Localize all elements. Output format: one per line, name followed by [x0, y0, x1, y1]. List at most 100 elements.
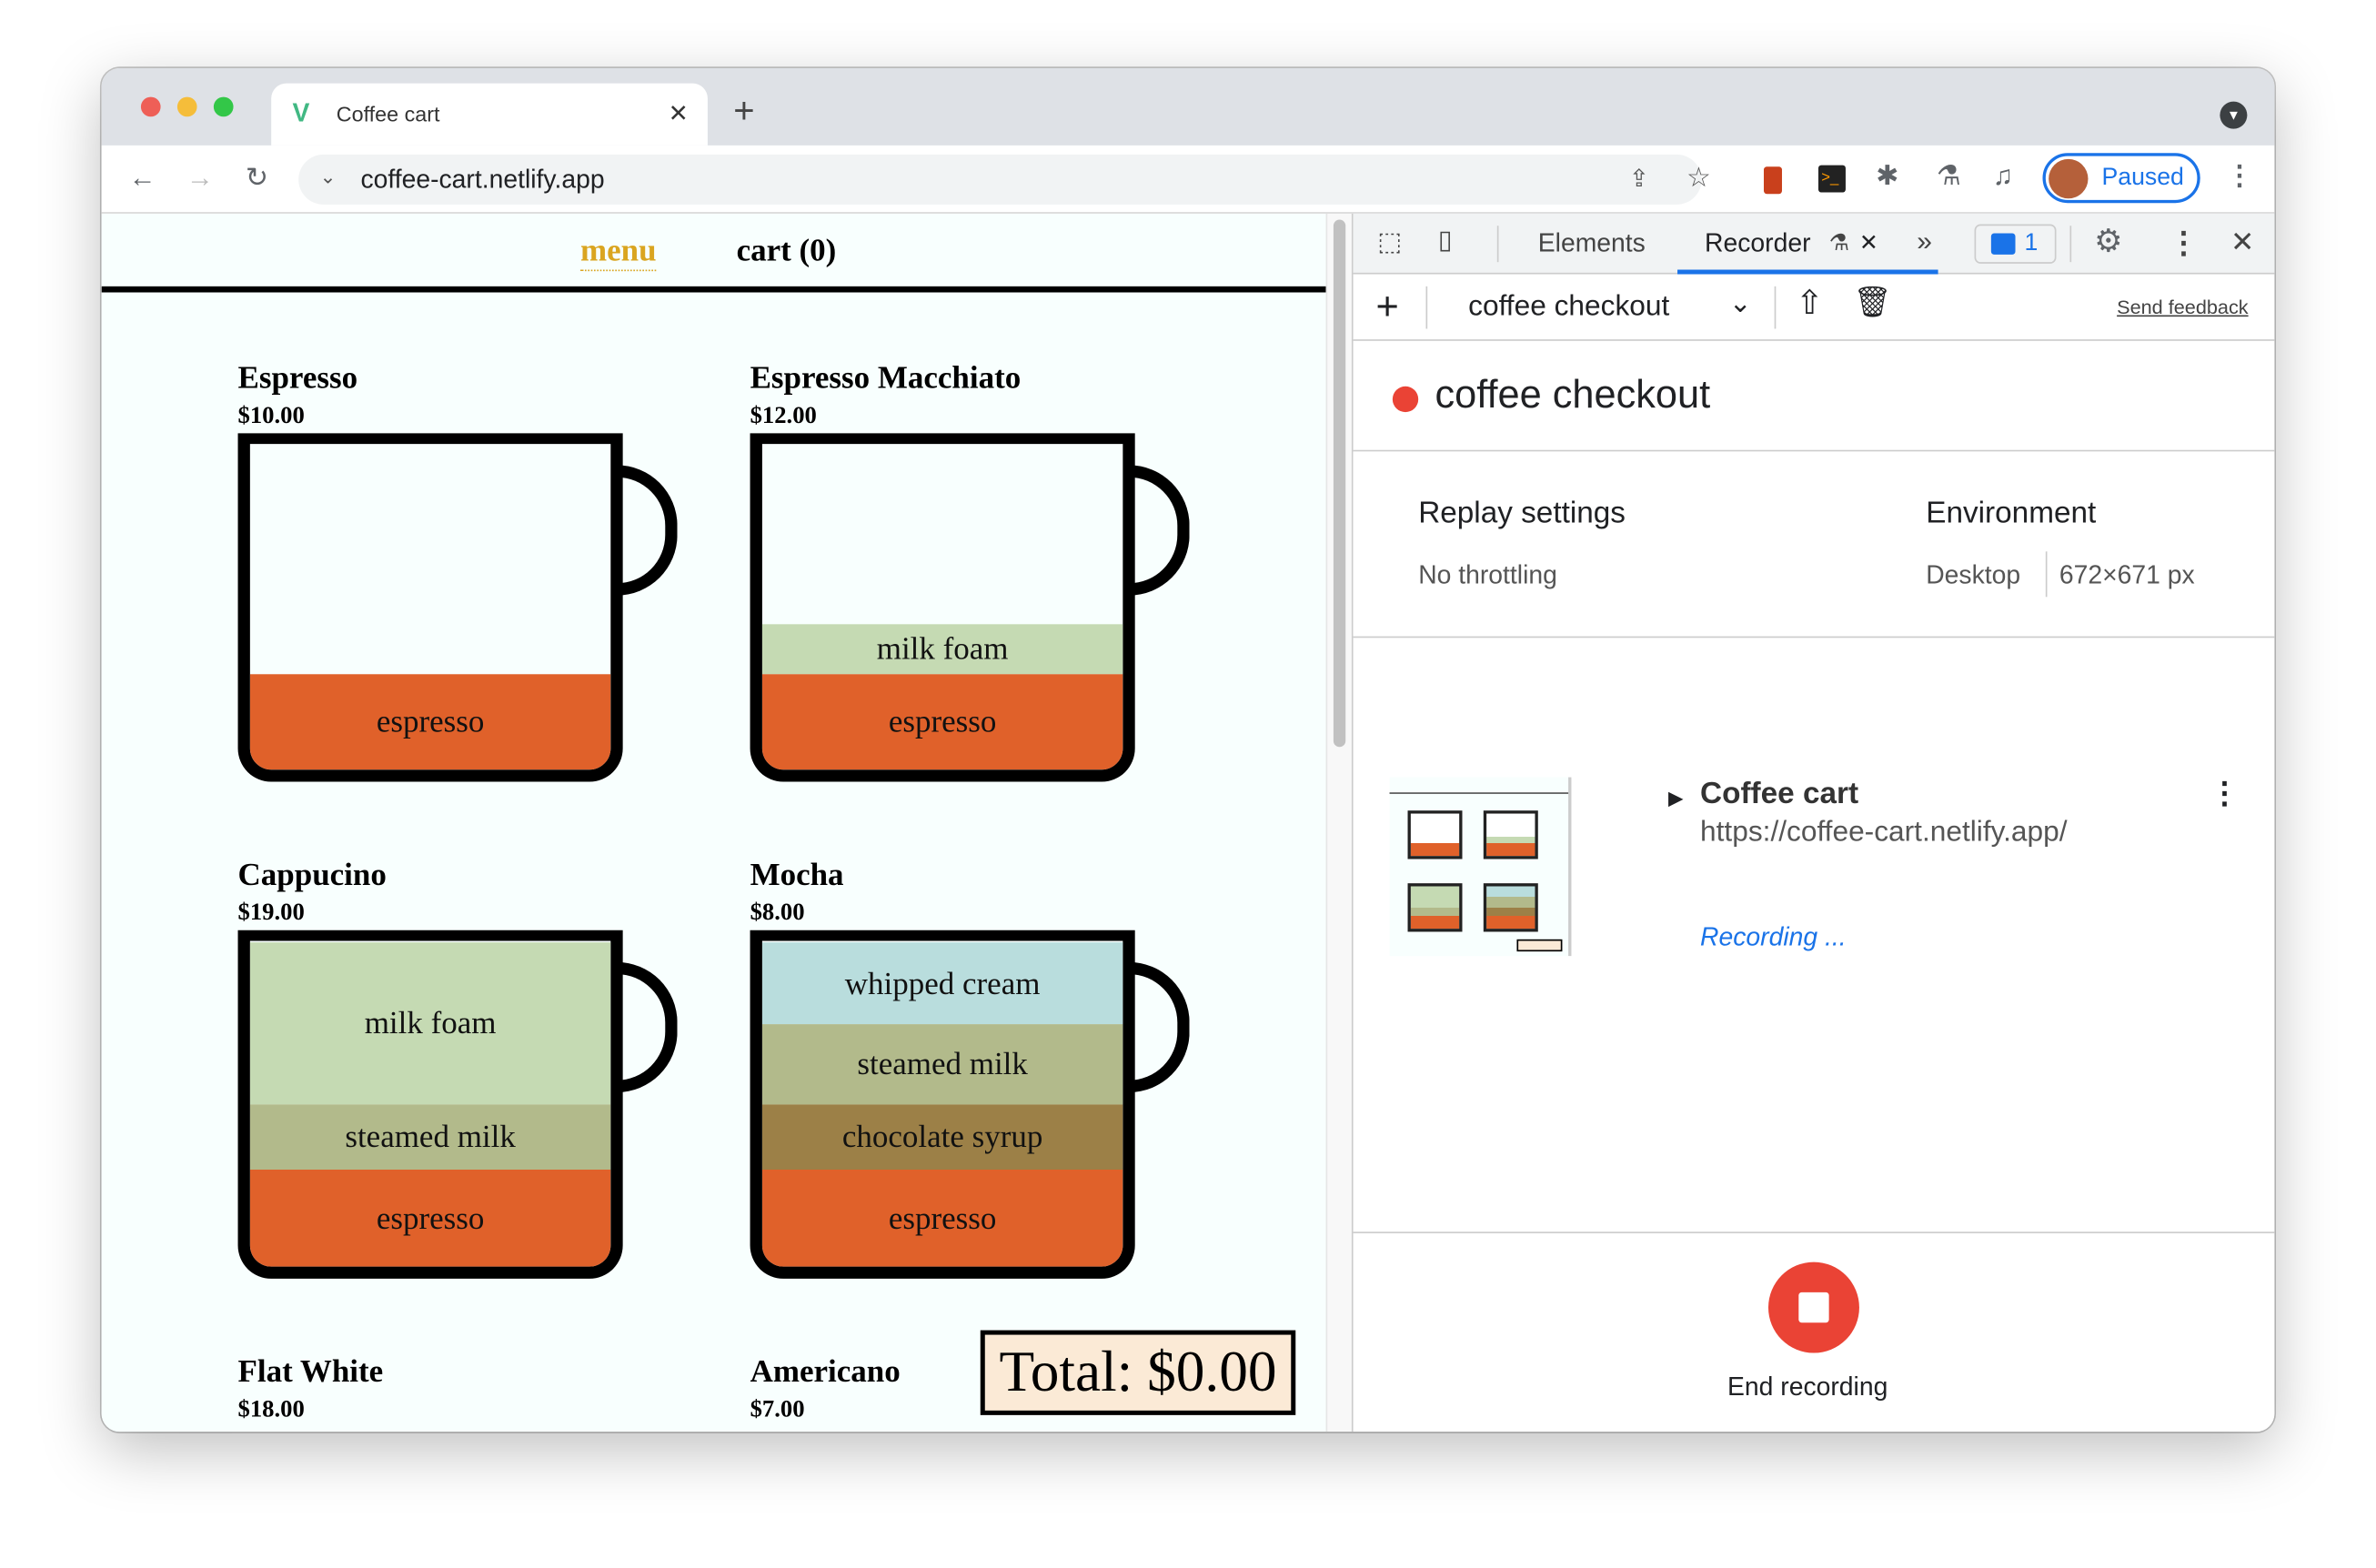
drink-cup-button[interactable]: whipped cream steamed milk chocolate syrup…: [750, 930, 1135, 1279]
tab-coffee-cart[interactable]: V Coffee cart ✕: [271, 83, 708, 146]
drink-card: Flat White $18.00: [238, 1353, 693, 1424]
settings-section: Replay settings No throttling Environmen…: [1353, 451, 2275, 638]
menu-link[interactable]: menu: [580, 232, 657, 272]
cup-handle: [1125, 465, 1190, 596]
close-tab-icon[interactable]: ✕: [668, 101, 689, 127]
browser-menu-icon[interactable]: ⋮: [2226, 160, 2254, 191]
end-recording-button[interactable]: [1767, 1261, 1859, 1353]
cart-link[interactable]: cart (0): [736, 231, 837, 268]
extension-calculator-icon[interactable]: [1763, 166, 1782, 195]
forward-icon[interactable]: →: [186, 162, 214, 193]
more-tabs-icon[interactable]: »: [1917, 226, 1932, 256]
drink-name: Mocha: [750, 856, 844, 893]
bookmark-star-icon[interactable]: ☆: [1686, 162, 1711, 193]
drink-cup-button[interactable]: milk foam steamed milk espresso: [237, 930, 623, 1279]
drink-cup-button[interactable]: milk foam espresso: [750, 433, 1135, 782]
recording-dot-icon: [1392, 386, 1419, 413]
step-title[interactable]: Coffee cart: [1700, 777, 1859, 811]
minimize-window-button[interactable]: [176, 96, 197, 117]
tab-elements[interactable]: Elements: [1537, 228, 1646, 258]
ingredient-layer: milk foam: [249, 942, 611, 1105]
issues-button[interactable]: 1: [1974, 224, 2057, 264]
drink-price: $19.00: [237, 900, 305, 926]
ingredient-layer: milk foam: [761, 624, 1123, 675]
recorder-toolbar: + coffee checkout ⌄ ⇧ 🗑 Send feedback: [1353, 275, 2275, 341]
recording-title[interactable]: coffee checkout: [1435, 371, 1711, 417]
issues-count: 1: [2024, 230, 2039, 256]
drink-cup-button[interactable]: espresso: [237, 433, 623, 782]
new-tab-icon[interactable]: +: [733, 90, 755, 132]
recording-status: Recording ...: [1700, 922, 1847, 952]
drink-card: Espresso $10.00 espresso: [237, 358, 693, 782]
drink-name: Americano: [750, 1352, 901, 1390]
devtools-menu-icon[interactable]: ⋮: [2168, 226, 2200, 261]
issues-icon: [1990, 233, 2016, 255]
inspect-element-icon[interactable]: ⬚: [1377, 226, 1402, 256]
send-feedback-link[interactable]: Send feedback: [2117, 295, 2249, 318]
drink-name: Espresso Macchiato: [750, 358, 1022, 396]
tab-search-icon[interactable]: ▼: [2220, 101, 2248, 129]
recording-select[interactable]: coffee checkout ⌄: [1445, 285, 1763, 330]
devtools-panel: ⬚ ▯ Elements Recorder ⚗ ✕ » 1 ⚙ ⋮ ✕ + co…: [1351, 213, 2275, 1432]
toolbar: ← → ↻ ⌄ coffee-cart.netlify.app ⇪ ☆ >_ ✱…: [101, 145, 2275, 214]
close-window-button[interactable]: [140, 96, 161, 117]
profile-status: Paused: [2101, 165, 2184, 191]
drink-price: $10.00: [237, 403, 305, 429]
settings-gear-icon[interactable]: ⚙: [2094, 224, 2123, 259]
delete-trash-icon[interactable]: 🗑: [1853, 286, 1892, 320]
environment-size: 672×671 px: [2059, 560, 2195, 589]
share-icon[interactable]: ⇪: [1628, 166, 1650, 193]
page-scrollbar[interactable]: [1325, 213, 1352, 1432]
export-upload-icon[interactable]: ⇧: [1795, 283, 1824, 322]
replay-throttling-value[interactable]: No throttling: [1418, 560, 1557, 589]
tab-title: Coffee cart: [336, 101, 440, 126]
stop-icon: [1798, 1292, 1829, 1323]
ingredient-layer: espresso: [761, 1169, 1123, 1267]
create-recording-icon[interactable]: +: [1375, 283, 1399, 329]
reload-icon[interactable]: ↻: [245, 162, 269, 193]
recording-footer: End recording: [1353, 1231, 2275, 1432]
step-screenshot-thumbnail: [1389, 777, 1572, 957]
ingredient-layer: espresso: [761, 674, 1123, 770]
page-viewport: menu cart (0) Espresso $10.00 espresso Espr…: [101, 213, 1326, 1432]
drink-card: Americano $7.00: [750, 1353, 1205, 1424]
cup-handle: [1125, 961, 1190, 1093]
drink-card: Cappucino $19.00 milk foam steamed milk espr…: [237, 856, 693, 1279]
cup-handle: [613, 961, 678, 1093]
chevron-down-icon: ⌄: [1728, 287, 1752, 318]
close-tab-icon[interactable]: ✕: [1858, 230, 1878, 256]
drink-name: Espresso: [237, 358, 358, 396]
tab-recorder[interactable]: Recorder ⚗ ✕: [1677, 214, 1938, 275]
profile-button[interactable]: Paused: [2042, 153, 2200, 204]
drink-price: $8.00: [750, 900, 805, 926]
browser-window: V Coffee cart ✕ + ▼ ← → ↻ ⌄ coffee-cart.…: [101, 67, 2275, 1432]
drink-name: Cappucino: [237, 856, 387, 893]
back-icon[interactable]: ←: [128, 162, 156, 193]
environment-label: Environment: [1926, 497, 2097, 531]
checkout-total-button[interactable]: Total: $0.00: [980, 1330, 1296, 1415]
expand-step-icon[interactable]: ▶: [1668, 786, 1684, 809]
step-menu-icon[interactable]: ⋮: [2209, 777, 2240, 811]
cup-handle: [613, 465, 678, 596]
ingredient-layer: steamed milk: [249, 1104, 611, 1170]
scrollbar-thumb[interactable]: [1333, 219, 1346, 748]
end-recording-label: End recording: [1727, 1372, 1888, 1402]
drink-name: Flat White: [237, 1352, 384, 1390]
tab-recorder-label: Recorder: [1705, 228, 1811, 258]
maximize-window-button[interactable]: [213, 96, 234, 117]
close-devtools-icon[interactable]: ✕: [2230, 226, 2255, 259]
device-toolbar-icon[interactable]: ▯: [1437, 226, 1453, 255]
recording-header: coffee checkout: [1353, 341, 2275, 452]
labs-flask-icon[interactable]: ⚗: [1936, 160, 1961, 191]
tab-bar: V Coffee cart ✕ + ▼: [101, 67, 2275, 146]
url-text[interactable]: coffee-cart.netlify.app: [360, 165, 605, 195]
recording-select-value: coffee checkout: [1468, 290, 1670, 323]
ingredient-layer: steamed milk: [761, 1024, 1123, 1105]
address-bar[interactable]: ⌄ coffee-cart.netlify.app ⇪ ☆: [298, 154, 1711, 205]
drink-price: $18.00: [237, 1396, 305, 1423]
extension-terminal-icon[interactable]: >_: [1817, 165, 1846, 193]
media-queue-icon[interactable]: ♫: [1992, 160, 2014, 191]
chevron-down-icon: ⌄: [319, 165, 337, 188]
ingredient-layer: whipped cream: [761, 942, 1123, 1025]
extensions-puzzle-icon[interactable]: ✱: [1876, 160, 1899, 191]
